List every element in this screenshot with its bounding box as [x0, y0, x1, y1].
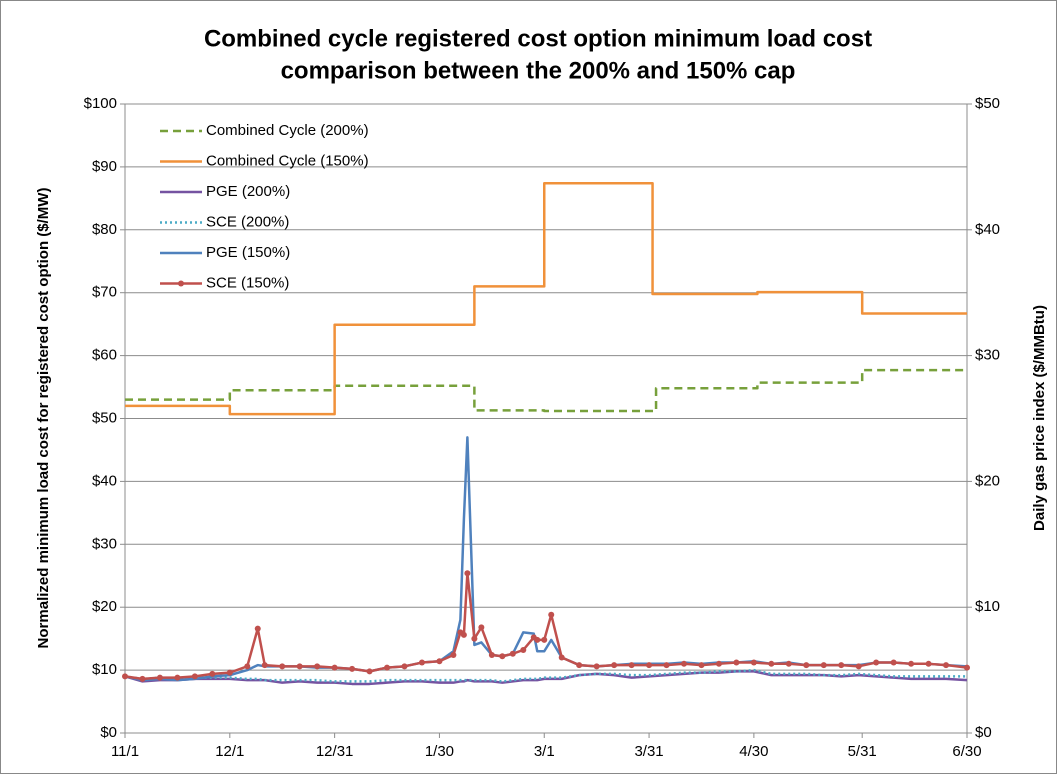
data-point: [715, 660, 722, 667]
data-point: [156, 674, 163, 681]
data-point: [820, 662, 827, 669]
data-point: [191, 673, 198, 680]
data-point: [209, 670, 216, 677]
data-point: [541, 636, 548, 643]
x-tick-label: 4/30: [739, 743, 768, 760]
data-point: [244, 663, 251, 670]
legend-label: SCE (150%): [206, 274, 289, 291]
data-point: [785, 660, 792, 667]
y-tick-label: $90: [92, 158, 117, 175]
x-tick-label: 3/1: [534, 743, 555, 760]
data-point: [855, 663, 862, 670]
y2-tick-label: $10: [975, 598, 1000, 615]
data-point: [366, 668, 373, 675]
data-point: [296, 663, 303, 670]
data-point: [733, 659, 740, 666]
y2-tick-label: $0: [975, 724, 992, 741]
y-tick-label: $30: [92, 535, 117, 552]
data-point: [314, 663, 321, 670]
y2-tick-label: $40: [975, 221, 1000, 238]
legend-label: SCE (200%): [206, 213, 289, 230]
data-point: [803, 662, 810, 669]
data-point: [943, 662, 950, 669]
y2-tick-label: $50: [975, 95, 1000, 112]
data-point: [534, 636, 541, 643]
y2-tick-label: $30: [975, 347, 1000, 364]
y2-axis-title: Daily gas price index ($/MMBtu): [1031, 305, 1048, 531]
y-tick-label: $60: [92, 347, 117, 364]
y2-tick-label: $20: [975, 472, 1000, 489]
data-point: [478, 624, 485, 631]
data-line: [124, 670, 968, 686]
legend-label: Combined Cycle (150%): [206, 152, 369, 169]
data-point: [499, 653, 506, 660]
data-line: [125, 368, 967, 413]
data-point: [436, 658, 443, 665]
x-tick-label: 12/1: [215, 743, 244, 760]
y-tick-label: $40: [92, 472, 117, 489]
legend-label: PGE (200%): [206, 183, 290, 200]
x-tick-label: 3/31: [634, 743, 663, 760]
data-point: [279, 663, 286, 670]
data-point: [460, 631, 467, 638]
x-tick-label: 1/30: [425, 743, 454, 760]
y-tick-label: $70: [92, 284, 117, 301]
x-tick-label: 11/1: [111, 743, 139, 760]
data-point: [122, 673, 128, 680]
data-point: [964, 664, 970, 671]
chart-title: comparison between the 200% and 150% cap: [281, 57, 796, 84]
data-point: [401, 663, 408, 670]
data-point: [226, 669, 233, 676]
data-point: [873, 659, 880, 666]
y-tick-label: $80: [92, 221, 117, 238]
legend-label: Combined Cycle (200%): [206, 122, 369, 139]
data-point: [464, 570, 471, 577]
data-line: [125, 182, 967, 416]
data-point: [890, 659, 897, 666]
y-tick-label: $20: [92, 598, 117, 615]
data-point: [520, 646, 527, 653]
data-point: [139, 675, 146, 682]
data-point: [488, 652, 495, 659]
data-point: [838, 662, 845, 669]
x-tick-label: 6/30: [952, 743, 981, 760]
data-point: [593, 663, 600, 670]
y-tick-label: $100: [84, 95, 117, 112]
y-tick-label: $10: [92, 661, 117, 678]
data-line: [124, 571, 968, 681]
data-point: [450, 652, 457, 659]
data-point: [254, 625, 261, 632]
data-point: [663, 662, 670, 669]
data-point: [646, 662, 653, 669]
legend-label: PGE (150%): [206, 244, 290, 261]
data-point: [925, 660, 932, 667]
data-point: [628, 662, 635, 669]
data-point: [750, 659, 757, 666]
data-point: [471, 635, 478, 642]
data-point: [768, 660, 775, 667]
x-tick-label: 12/31: [316, 743, 354, 760]
data-point: [698, 662, 705, 669]
data-point: [908, 660, 915, 667]
x-tick-label: 5/31: [848, 743, 877, 760]
y-tick-label: $0: [100, 724, 117, 741]
y-axis-title: Normalized minimum load cost for registe…: [35, 188, 52, 649]
legend-marker: [178, 280, 184, 287]
data-point: [681, 660, 688, 667]
chart-title: Combined cycle registered cost option mi…: [204, 25, 872, 52]
data-point: [558, 654, 565, 661]
data-point: [174, 674, 181, 681]
data-point: [509, 650, 516, 657]
data-point: [576, 662, 583, 669]
data-point: [611, 662, 618, 669]
data-point: [384, 664, 391, 671]
data-point: [418, 659, 425, 666]
data-point: [331, 664, 338, 671]
y-tick-label: $50: [92, 409, 117, 426]
data-point: [261, 662, 268, 669]
data-point: [548, 611, 555, 618]
data-point: [349, 665, 356, 672]
